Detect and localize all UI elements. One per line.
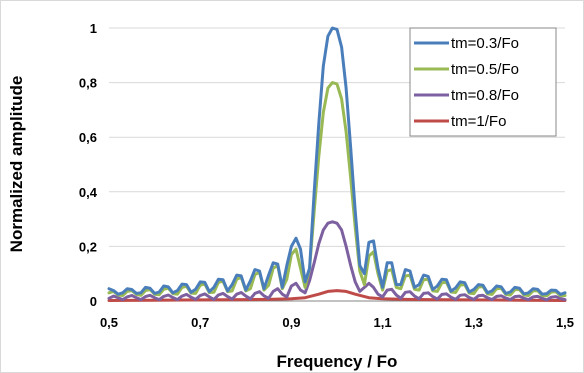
legend-label: tm=0.8/Fo (451, 87, 519, 104)
y-axis-title: Normalized amplitude (7, 76, 26, 253)
legend-label: tm=1/Fo (451, 113, 506, 130)
x-axis-title: Frequency / Fo (277, 352, 398, 371)
y-tick-label: 1 (90, 21, 97, 36)
legend-box (409, 27, 557, 137)
x-tick-label: 0,9 (282, 315, 300, 330)
x-tick-label: 0,5 (100, 315, 118, 330)
series-line-tm-0-5-fo (107, 81, 567, 298)
series-line-tm-0-8-fo (107, 220, 567, 302)
legend-label: tm=0.3/Fo (451, 35, 519, 52)
y-tick-label: 0,6 (79, 130, 97, 145)
x-tick-label: 1,3 (465, 315, 483, 330)
y-tick-label: 0,8 (79, 76, 97, 91)
y-tick-label: 0 (90, 294, 97, 309)
x-tick-label: 1,1 (374, 315, 392, 330)
legend-label: tm=0.5/Fo (451, 61, 519, 78)
x-tick-labels: 0,5 0,7 0,9 1,1 1,3 1,5 (100, 315, 574, 330)
series-lines (107, 26, 567, 302)
y-tick-label: 0,4 (79, 185, 98, 200)
y-tick-label: 0,2 (79, 239, 97, 254)
series-line-tm-0-3-fo (107, 26, 567, 296)
x-tick-label: 1,5 (556, 315, 574, 330)
x-tick-label: 0,7 (191, 315, 209, 330)
series-line-tm-1-fo (107, 289, 567, 302)
y-tick-labels: 0 0,2 0,4 0,6 0,8 1 (79, 21, 98, 309)
legend: tm=0.3/Fo tm=0.5/Fo tm=0.8/Fo tm=1/Fo (409, 27, 557, 137)
